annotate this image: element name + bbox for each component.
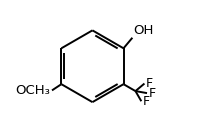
Text: OH: OH: [133, 24, 153, 37]
Text: OCH₃: OCH₃: [15, 84, 50, 97]
Text: F: F: [143, 95, 150, 108]
Text: F: F: [146, 77, 153, 90]
Text: F: F: [149, 87, 156, 100]
